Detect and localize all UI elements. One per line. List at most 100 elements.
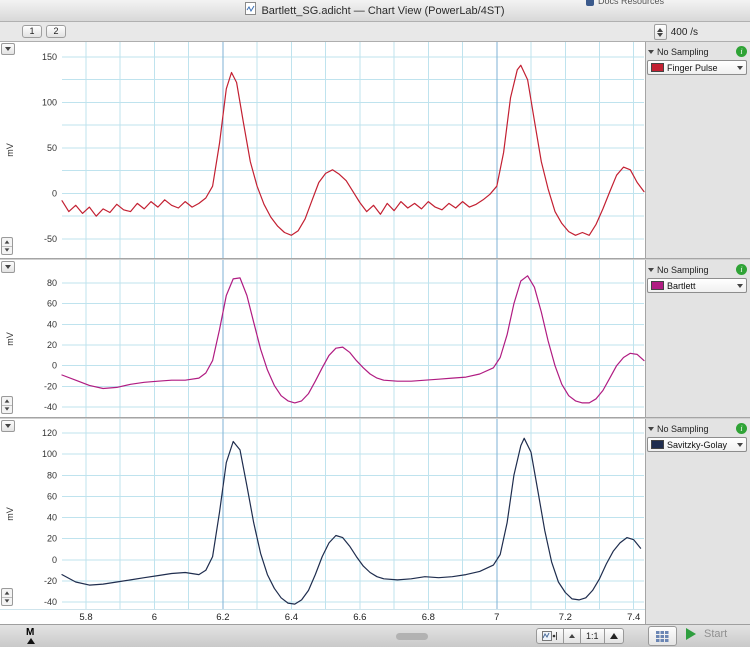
chevron-down-icon: [5, 424, 11, 428]
marker-triangle-icon[interactable]: [27, 638, 35, 644]
svg-text:0: 0: [52, 555, 57, 565]
sampling-label: No Sampling: [657, 264, 709, 275]
plot-area-channel-3[interactable]: 120 100 80 60 40 20 0 -20 -40: [0, 419, 645, 609]
zoom-controls: 1:1: [536, 628, 624, 644]
scale-down-button[interactable]: [2, 598, 12, 606]
svg-text:80: 80: [47, 278, 57, 288]
chevron-down-icon: [648, 426, 654, 431]
data-pad-button[interactable]: [648, 626, 677, 646]
plot-area-channel-1[interactable]: 150 100 50 0 -50: [0, 42, 645, 258]
scrollbar-thumb[interactable]: [396, 633, 428, 640]
sampling-dropdown-2[interactable]: No Sampling: [648, 263, 747, 276]
chevron-down-icon: [5, 47, 11, 51]
docs-resources-icon: [585, 0, 594, 6]
scale-up-button[interactable]: [2, 238, 12, 247]
background-window-fragment: Docs Resources: [585, 0, 664, 8]
chevron-down-icon: [648, 267, 654, 272]
x-tick-label: 6.6: [353, 612, 367, 623]
x-tick-label: 7.4: [627, 612, 641, 623]
y-axis-unit-3: mV: [5, 507, 15, 521]
docs-resources-label: Docs Resources: [597, 0, 664, 6]
time-axis: 5.8 6 6.2 6.4 6.6 6.8 7 7.2 7.4: [0, 609, 645, 624]
sampling-label: No Sampling: [657, 46, 709, 57]
info-icon[interactable]: [736, 264, 747, 275]
scale-stepper-1: [1, 237, 13, 255]
chevron-down-icon: [737, 65, 743, 70]
marker-m[interactable]: M: [26, 627, 35, 638]
channel-name: Savitzky-Golay: [667, 439, 728, 450]
rate-stepper[interactable]: [653, 24, 667, 40]
svg-text:0: 0: [52, 188, 57, 198]
channel-name: Bartlett: [667, 280, 696, 291]
block-button-2[interactable]: 2: [46, 25, 66, 38]
overview-button[interactable]: [536, 628, 564, 644]
grid-icon: [656, 630, 669, 642]
channel-color-swatch: [651, 281, 664, 290]
arrow-down-icon: [4, 248, 10, 252]
info-icon[interactable]: [736, 423, 747, 434]
svg-text:20: 20: [47, 340, 57, 350]
info-icon[interactable]: [736, 46, 747, 57]
svg-text:-40: -40: [44, 597, 57, 607]
x-tick-label: 5.8: [79, 612, 93, 623]
chevron-down-icon: [737, 442, 743, 447]
one-to-one-button[interactable]: 1:1: [580, 628, 605, 644]
channel-color-swatch: [651, 63, 664, 72]
svg-text:0: 0: [52, 361, 57, 371]
start-label: Start: [704, 628, 728, 640]
arrow-up-icon: [4, 591, 10, 595]
x-tick-label: 6.2: [216, 612, 230, 623]
channel-panel-3: 120 100 80 60 40 20 0 -20 -40 mV No Sampling Sav…: [0, 419, 750, 609]
svg-text:100: 100: [42, 449, 57, 459]
scale-up-button[interactable]: [2, 397, 12, 406]
channel-dropdown-2[interactable]: Bartlett: [647, 278, 747, 293]
svg-text:150: 150: [42, 52, 57, 62]
arrow-up-icon: [657, 27, 664, 32]
plot-area-channel-2[interactable]: 80 60 40 20 0 -20 -40: [0, 260, 645, 417]
y-axis-unit-2: mV: [5, 331, 15, 346]
channel-panel-2: 80 60 40 20 0 -20 -40 mV No Sampling Bartlett: [0, 260, 750, 417]
channel-color-swatch: [651, 440, 664, 449]
svg-text:-50: -50: [44, 234, 57, 244]
start-button[interactable]: Start: [686, 628, 727, 640]
chevron-down-icon: [648, 49, 654, 54]
block-button-1[interactable]: 1: [22, 25, 42, 38]
triangle-up-icon: [569, 634, 575, 638]
svg-text:-40: -40: [44, 402, 57, 412]
triangle-up-icon: [609, 633, 618, 639]
channel-menu-button-1[interactable]: [1, 43, 15, 55]
sampling-label: No Sampling: [657, 423, 709, 434]
x-tick-label: 7: [494, 612, 500, 623]
channel-dropdown-1[interactable]: Finger Pulse: [647, 60, 747, 75]
channel-controls-column: [645, 42, 750, 624]
scale-down-button[interactable]: [2, 406, 12, 414]
channel-name: Finger Pulse: [667, 62, 718, 73]
panel-separator: [0, 417, 750, 419]
channel-menu-button-2[interactable]: [1, 261, 15, 273]
toolbar: 1 2 400 /s: [0, 22, 750, 42]
scale-up-button[interactable]: [2, 589, 12, 598]
zoom-out-button[interactable]: [563, 628, 581, 644]
scale-stepper-2: [1, 396, 13, 414]
svg-text:80: 80: [47, 470, 57, 480]
sampling-dropdown-1[interactable]: No Sampling: [648, 45, 747, 58]
zoom-in-button[interactable]: [603, 628, 624, 644]
svg-text:20: 20: [47, 534, 57, 544]
svg-text:60: 60: [47, 299, 57, 309]
arrow-down-icon: [4, 407, 10, 411]
x-tick-label: 7.2: [558, 612, 572, 623]
sample-rate-value: 400 /s: [670, 26, 698, 38]
svg-text:40: 40: [47, 319, 57, 329]
svg-text:-20: -20: [44, 576, 57, 586]
chevron-down-icon: [737, 283, 743, 288]
scale-down-button[interactable]: [2, 247, 12, 255]
arrow-up-icon: [4, 240, 10, 244]
channel-dropdown-3[interactable]: Savitzky-Golay: [647, 437, 747, 452]
document-icon: [245, 1, 257, 20]
sampling-dropdown-3[interactable]: No Sampling: [648, 422, 747, 435]
mini-chart-icon: [542, 631, 557, 641]
channel-menu-button-3[interactable]: [1, 420, 15, 432]
y-axis-unit-1: mV: [5, 143, 15, 157]
x-tick-label: 6.8: [421, 612, 435, 623]
x-tick-label: 6: [151, 612, 158, 623]
